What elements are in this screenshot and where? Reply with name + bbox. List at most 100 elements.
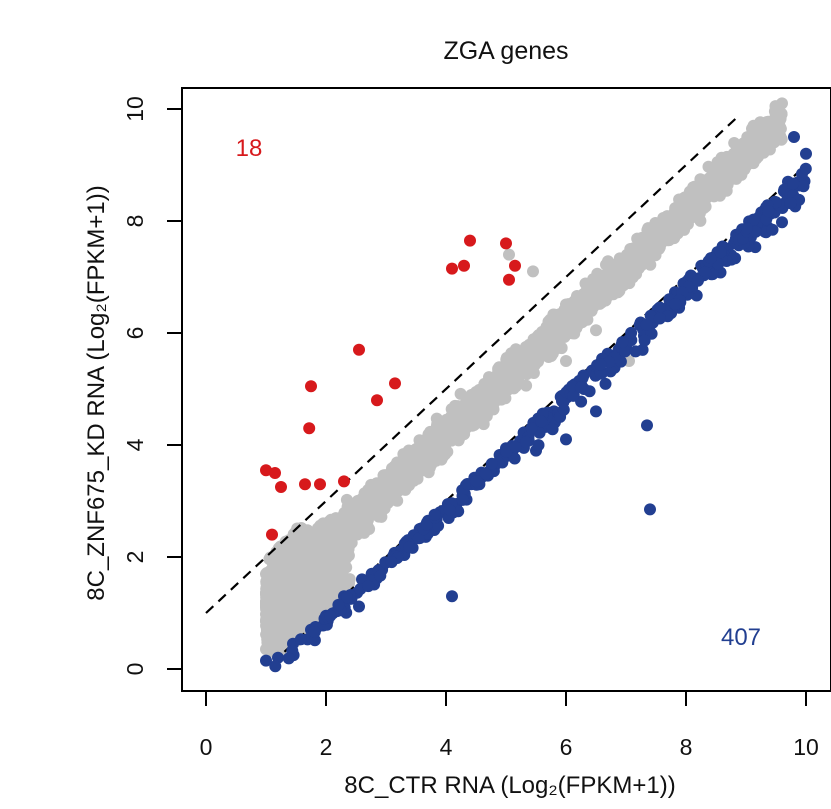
- up-point: [314, 478, 326, 491]
- up-point: [303, 422, 316, 435]
- unchanged-point: [594, 283, 607, 296]
- x-tick-label: 6: [560, 734, 573, 760]
- down-point: [508, 452, 521, 465]
- unchanged-point: [339, 551, 352, 564]
- down-point: [532, 439, 545, 452]
- x-tick-label: 4: [440, 734, 453, 760]
- x-tick-label: 10: [793, 734, 819, 760]
- unchanged-point: [270, 592, 283, 605]
- unchanged-point: [389, 480, 402, 493]
- up-point: [353, 343, 365, 356]
- unchanged-point: [482, 384, 495, 397]
- down-point: [374, 569, 387, 582]
- up-series: [260, 234, 521, 541]
- down-point: [294, 633, 307, 646]
- unchanged-point: [265, 577, 278, 590]
- unchanged-point: [705, 186, 718, 199]
- unchanged-point: [464, 406, 477, 419]
- unchanged-point: [560, 355, 572, 367]
- down-point: [590, 405, 602, 418]
- down-point: [788, 131, 800, 143]
- unchanged-point: [597, 271, 610, 284]
- down-point: [535, 415, 548, 428]
- unchanged-point: [606, 286, 618, 299]
- down-point: [308, 626, 321, 638]
- down-point: [641, 419, 653, 432]
- unchanged-point: [437, 440, 450, 453]
- unchanged-point: [730, 155, 743, 168]
- axes: 0 2 4 6 8 10 0 2 4 6 8 10: [122, 96, 819, 760]
- unchanged-point: [543, 327, 555, 340]
- down-point: [766, 223, 779, 236]
- down-point: [638, 334, 651, 347]
- unchanged-point: [702, 176, 715, 189]
- down-point: [616, 336, 629, 349]
- y-tick-label: 10: [122, 96, 148, 122]
- unchanged-point: [422, 428, 435, 441]
- unchanged-point: [607, 277, 620, 290]
- unchanged-point: [380, 497, 393, 510]
- unchanged-point: [398, 474, 411, 487]
- unchanged-point: [298, 571, 311, 584]
- up-point: [269, 467, 281, 479]
- up-point: [458, 259, 470, 272]
- y-tick-label: 4: [122, 438, 148, 451]
- down-point: [428, 508, 441, 521]
- down-point: [269, 660, 282, 673]
- down-point: [640, 318, 653, 331]
- down-point: [520, 436, 532, 448]
- down-point: [574, 381, 587, 394]
- unchanged-point: [280, 570, 293, 583]
- unchanged-point: [360, 510, 373, 522]
- unchanged-point: [279, 561, 291, 573]
- unchanged-point: [417, 453, 430, 466]
- down-point: [332, 598, 345, 611]
- down-point: [594, 358, 607, 371]
- chart-title: ZGA genes: [443, 37, 568, 65]
- down-point: [740, 222, 753, 235]
- unchanged-point: [555, 341, 568, 354]
- unchanged-point: [358, 490, 371, 503]
- unchanged-point: [751, 137, 764, 149]
- down-point: [619, 345, 632, 358]
- unchanged-point: [293, 531, 306, 544]
- down-point: [461, 478, 474, 490]
- unchanged-point: [514, 351, 526, 364]
- down-point: [599, 377, 612, 390]
- down-point: [282, 652, 295, 665]
- up-point: [266, 528, 278, 541]
- up-point: [389, 377, 401, 390]
- x-axis-label: 8C_CTR RNA (Log₂(FPKM+1)): [344, 772, 675, 799]
- unchanged-point: [274, 541, 287, 554]
- down-point: [324, 609, 337, 622]
- down-point: [653, 301, 666, 314]
- x-tick-label: 0: [200, 734, 213, 760]
- up-point: [446, 262, 458, 275]
- unchanged-point: [457, 422, 470, 435]
- unchanged-point: [480, 410, 493, 422]
- unchanged-point: [325, 553, 338, 565]
- down-point: [776, 216, 788, 229]
- down-count-label: 407: [721, 624, 761, 651]
- y-tick-label: 2: [122, 551, 148, 564]
- unchanged-point: [503, 381, 516, 394]
- unchanged-point: [261, 613, 273, 626]
- unchanged-point: [602, 255, 614, 268]
- down-point: [362, 580, 375, 593]
- down-point: [747, 213, 760, 226]
- down-point: [456, 493, 469, 506]
- up-point: [464, 234, 476, 247]
- unchanged-point: [570, 322, 583, 334]
- unchanged-point: [503, 248, 515, 261]
- unchanged-point: [563, 313, 576, 326]
- unchanged-point: [275, 579, 288, 592]
- unchanged-point: [313, 561, 326, 574]
- unchanged-point: [370, 489, 383, 502]
- up-point: [503, 273, 515, 286]
- unchanged-point: [527, 265, 539, 278]
- unchanged-point: [338, 521, 351, 534]
- unchanged-point: [728, 137, 741, 149]
- unchanged-point: [323, 588, 336, 601]
- down-point: [443, 503, 456, 516]
- down-point: [500, 445, 513, 458]
